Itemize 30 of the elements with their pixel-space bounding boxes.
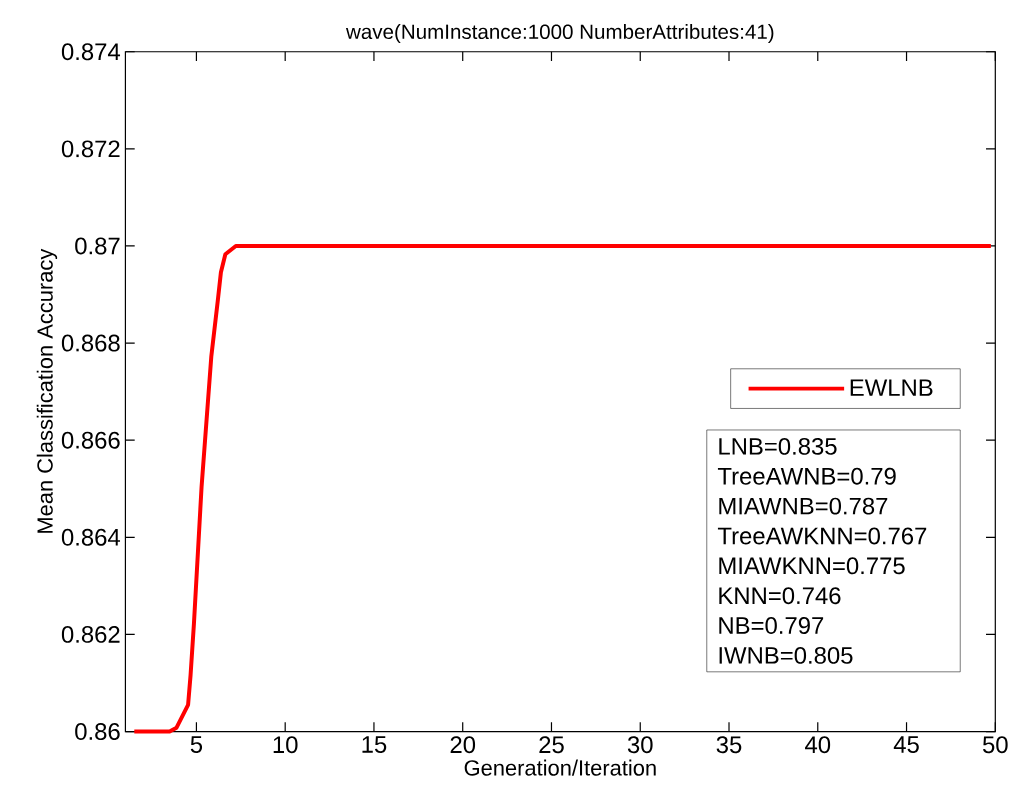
x-tick-label: 25 — [539, 736, 564, 754]
legend-label: EWLNB — [850, 379, 933, 396]
annotation: IWNB=0.805 — [719, 646, 853, 664]
x-tick-label: 50 — [982, 736, 1008, 754]
annotation: MIAWKNN=0.775 — [719, 557, 905, 575]
y-tick-label: 0.866 — [61, 431, 120, 449]
y-tick-label: 0.862 — [61, 625, 120, 643]
y-tick-label: 0.874 — [61, 43, 121, 61]
x-tick-label: 40 — [805, 736, 831, 754]
x-tick-label: 45 — [893, 736, 919, 753]
annotation: KNN=0.746 — [719, 587, 841, 605]
x-tick-label: 10 — [273, 736, 298, 754]
x-tick-label: 35 — [716, 736, 742, 754]
y-tick-label: 0.86 — [75, 722, 120, 740]
annotation: NB=0.797 — [719, 616, 824, 634]
x-tick-label: 5 — [190, 736, 203, 753]
annotation: TreeAWNB=0.79 — [717, 467, 896, 485]
y-tick-label: 0.87 — [75, 237, 120, 255]
chart-title: wave(NumInstance:1000 NumberAttributes:41) — [345, 23, 774, 43]
x-tick-label: 15 — [362, 736, 387, 753]
x-tick-label: 20 — [450, 736, 476, 754]
y-axis-title: Mean Classification Accuracy — [36, 248, 58, 533]
x-axis-title: Generation/Iteration — [464, 759, 656, 776]
annotation: TreeAWKNN=0.767 — [717, 527, 927, 545]
y-tick-label: 0.872 — [61, 140, 120, 158]
annotation: MIAWNB=0.787 — [719, 497, 888, 515]
y-tick-label: 0.868 — [61, 334, 120, 352]
y-tick-label: 0.864 — [61, 528, 121, 546]
annotation: LNB=0.835 — [719, 437, 837, 455]
x-tick-label: 30 — [627, 736, 653, 754]
